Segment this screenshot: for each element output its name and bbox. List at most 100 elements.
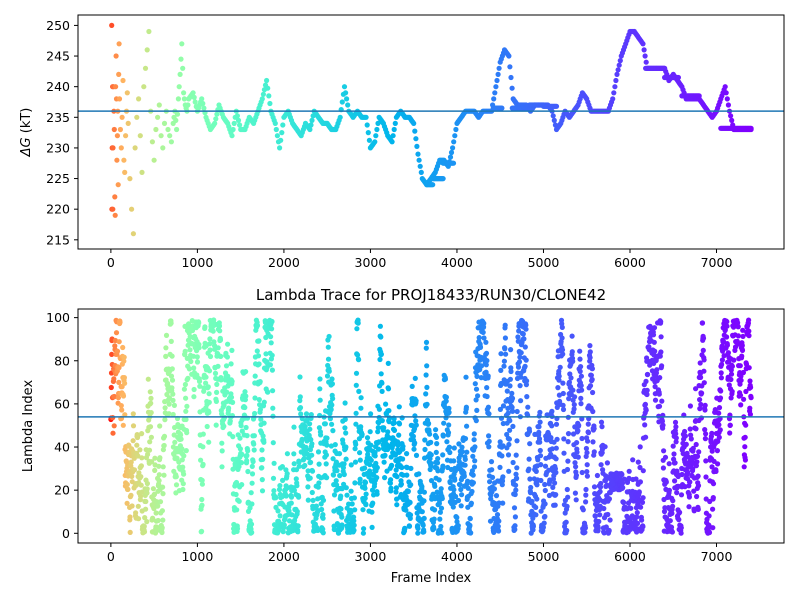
delta-g-point — [725, 102, 732, 108]
delta-g-point — [416, 157, 422, 163]
lambda-point — [203, 374, 209, 380]
lambda-point — [475, 393, 481, 399]
lambda-point — [748, 395, 754, 401]
lambda-point — [309, 441, 315, 447]
lambda-point — [288, 494, 295, 500]
lambda-point — [709, 464, 715, 470]
lambda-point — [310, 497, 316, 503]
lambda-point — [499, 453, 505, 459]
lambda-point — [746, 333, 752, 339]
lambda-point — [352, 446, 358, 452]
lambda-point — [589, 366, 596, 372]
delta-g-point — [115, 182, 121, 188]
lambda-point — [469, 468, 475, 474]
lambda-point — [307, 475, 313, 481]
lambda-point — [207, 347, 213, 353]
lambda-point — [570, 387, 576, 393]
lambda-point — [695, 506, 701, 512]
lambda-point — [369, 524, 375, 531]
lambda-point — [378, 371, 384, 377]
lambda-point — [560, 406, 567, 413]
lambda-point — [720, 348, 726, 354]
delta-g-point — [213, 116, 219, 122]
lambda-point — [634, 509, 640, 516]
lambda-point — [294, 483, 300, 489]
lambda-point — [317, 386, 323, 392]
lambda-point — [391, 427, 398, 433]
lambda-point — [344, 492, 350, 498]
lambda-point — [598, 419, 605, 425]
lambda-point — [159, 529, 165, 536]
lambda-point — [217, 337, 224, 343]
lambda-point — [161, 472, 167, 478]
lambda-point — [512, 491, 518, 498]
lambda-point — [169, 366, 175, 372]
delta-g-point — [266, 93, 272, 99]
lambda-point — [424, 363, 430, 369]
lambda-point — [163, 353, 169, 359]
lambda-point — [747, 378, 753, 384]
lambda-point — [213, 422, 219, 428]
lambda-point — [420, 522, 426, 528]
delta-g-point — [160, 145, 166, 151]
lambda-point — [386, 408, 392, 414]
lambda-point — [185, 375, 191, 381]
lambda-x-axis-label: Frame Index — [391, 571, 472, 586]
lambda-point — [743, 388, 749, 395]
delta-g-point — [363, 114, 369, 120]
lambda-point — [486, 444, 492, 450]
lambda-point — [584, 462, 590, 468]
lambda-point — [647, 362, 653, 368]
lambda-point — [293, 476, 299, 482]
lambda-point — [542, 487, 548, 494]
lambda-point — [552, 466, 559, 472]
lambda-point — [375, 446, 382, 452]
lambda-point — [184, 430, 190, 436]
delta-g-point — [116, 71, 122, 77]
lambda-point — [552, 502, 558, 508]
lambda-point — [412, 440, 418, 446]
lambda-point — [716, 434, 722, 440]
lambda-point — [423, 372, 429, 378]
lambda-point — [566, 379, 573, 385]
delta-g-point — [116, 96, 123, 102]
lambda-point — [428, 439, 434, 445]
lambda-point — [173, 474, 179, 480]
lambda-point — [182, 381, 188, 388]
delta-g-point — [493, 84, 499, 90]
lambda-point — [161, 442, 167, 449]
lambda-point — [437, 516, 443, 522]
lambda-point — [582, 525, 589, 531]
lambda-point — [506, 441, 512, 448]
delta-g-point — [141, 84, 147, 90]
lambda-point — [452, 477, 458, 483]
lambda-point — [269, 319, 275, 325]
lambda-point — [542, 463, 549, 469]
lambda-point — [591, 426, 597, 432]
lambda-point — [122, 380, 128, 386]
delta-g-point — [272, 120, 278, 126]
lambda-point — [575, 454, 581, 460]
lambda-point — [379, 418, 385, 424]
lambda-point — [470, 480, 476, 486]
lambda-point — [481, 320, 487, 326]
lambda-point — [568, 375, 574, 381]
lambda-point — [594, 472, 601, 479]
lambda-point — [472, 458, 478, 464]
delta-g-point — [111, 126, 117, 133]
lambda-point — [360, 530, 366, 536]
lambda-point — [252, 410, 258, 417]
lambda-point — [509, 395, 516, 401]
lambda-point — [267, 362, 273, 368]
lambda-point — [687, 426, 693, 432]
lambda-point — [188, 358, 194, 365]
lambda-point — [576, 422, 582, 428]
lambda-point — [368, 442, 374, 448]
lambda-point — [362, 495, 368, 501]
lambda-point — [569, 333, 575, 339]
lambda-point — [219, 448, 225, 454]
lambda-point — [589, 376, 595, 383]
lambda-point — [433, 434, 440, 440]
lambda-point — [423, 345, 429, 351]
lambda-point — [433, 449, 439, 455]
